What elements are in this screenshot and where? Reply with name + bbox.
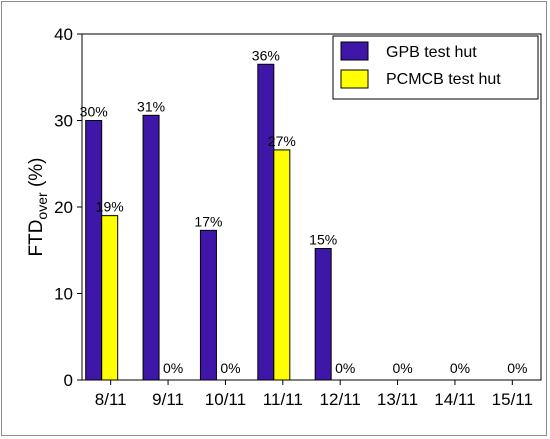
x-tick-label: 13/11 (377, 390, 418, 409)
data-labels-layer: 30% 19% 31% 0% 17% 0% 36% 27% 15% 0% 0% 0% 0% (80, 47, 528, 376)
x-tick-label: 15/11 (492, 390, 533, 409)
y-tick-label: 10 (54, 285, 73, 304)
y-axis: 0 10 20 30 40 (54, 25, 82, 390)
y-tick-label: 0 (64, 371, 73, 390)
y-axis-label: FTDover (%) (26, 158, 50, 257)
y-tick-label: 30 (54, 112, 73, 131)
data-label-gpb-8-11: 30% (80, 104, 108, 120)
data-label-pcmcb-13-11: 0% (392, 360, 412, 376)
x-tick-label: 10/11 (205, 390, 246, 409)
legend-label-pcmcb: PCMCB test hut (386, 71, 501, 88)
data-label-pcmcb-8-11: 19% (96, 199, 124, 215)
data-label-gpb-12-11: 15% (309, 232, 337, 248)
y-axis-label-subscript: over (34, 192, 50, 220)
bar-pcmcb-11-11 (273, 149, 291, 381)
legend-label-gpb: GPB test hut (386, 44, 477, 61)
bars-layer (85, 63, 332, 381)
data-label-gpb-9-11: 31% (137, 98, 165, 114)
data-label-gpb-10-11: 17% (194, 213, 222, 229)
legend-swatch-pcmcb (340, 69, 369, 89)
bar-gpb-8-11 (85, 120, 103, 381)
data-label-pcmcb-12-11: 0% (335, 360, 355, 376)
bar-gpb-12-11 (314, 248, 332, 381)
y-tick-label: 40 (54, 25, 73, 44)
data-label-pcmcb-10-11: 0% (220, 360, 240, 376)
x-tick-label: 11/11 (263, 390, 303, 409)
data-label-pcmcb-14-11: 0% (450, 360, 470, 376)
x-tick-label: 9/11 (152, 390, 184, 409)
bar-gpb-9-11 (142, 114, 160, 381)
x-axis: 8/11 9/11 10/11 11/11 12/11 13/11 14/11 15/11 (95, 380, 533, 409)
legend: GPB test hut PCMCB test hut (332, 35, 539, 100)
bar-gpb-10-11 (199, 229, 217, 381)
x-tick-label: 14/11 (434, 390, 475, 409)
y-axis-label-suffix: (%) (26, 158, 47, 193)
x-tick-label: 8/11 (95, 390, 127, 409)
bar-pcmcb-8-11 (101, 215, 119, 381)
data-label-gpb-11-11: 36% (252, 47, 280, 63)
data-label-pcmcb-11-11: 27% (268, 133, 296, 149)
data-label-pcmcb-9-11: 0% (163, 360, 183, 376)
data-label-pcmcb-15-11: 0% (507, 360, 527, 376)
y-axis-label-main: FTD (26, 220, 47, 257)
legend-swatch-gpb (340, 41, 369, 61)
x-tick-label: 12/11 (320, 390, 361, 409)
y-tick-label: 20 (54, 198, 73, 217)
bar-gpb-11-11 (257, 63, 275, 381)
